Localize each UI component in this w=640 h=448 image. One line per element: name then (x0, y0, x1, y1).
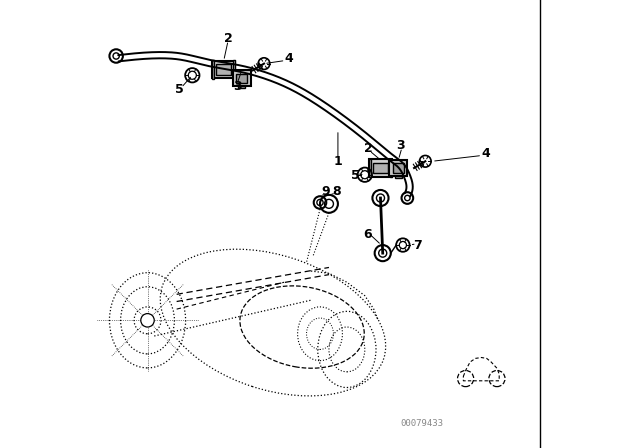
Text: 5: 5 (175, 83, 183, 96)
Text: 00079433: 00079433 (401, 419, 444, 428)
Text: 2: 2 (224, 31, 232, 45)
FancyBboxPatch shape (390, 159, 392, 177)
FancyBboxPatch shape (393, 163, 404, 173)
FancyBboxPatch shape (373, 163, 388, 173)
FancyBboxPatch shape (238, 86, 245, 89)
FancyBboxPatch shape (395, 176, 402, 178)
FancyBboxPatch shape (233, 60, 235, 79)
FancyBboxPatch shape (389, 160, 408, 176)
Text: 3: 3 (233, 79, 241, 93)
FancyBboxPatch shape (369, 159, 392, 177)
FancyBboxPatch shape (236, 73, 247, 83)
Text: 4: 4 (481, 146, 490, 160)
FancyBboxPatch shape (212, 61, 236, 78)
Text: 4: 4 (284, 52, 293, 65)
Text: 6: 6 (363, 228, 372, 241)
FancyBboxPatch shape (216, 65, 231, 74)
Text: 9: 9 (321, 185, 330, 198)
Text: 7: 7 (413, 238, 422, 252)
Text: 5: 5 (351, 169, 359, 182)
FancyBboxPatch shape (232, 70, 250, 86)
Text: 1: 1 (333, 155, 342, 168)
FancyBboxPatch shape (369, 159, 371, 177)
Text: 3: 3 (396, 139, 405, 152)
Text: 2: 2 (364, 142, 372, 155)
Text: 8: 8 (332, 185, 340, 198)
FancyBboxPatch shape (212, 60, 214, 79)
